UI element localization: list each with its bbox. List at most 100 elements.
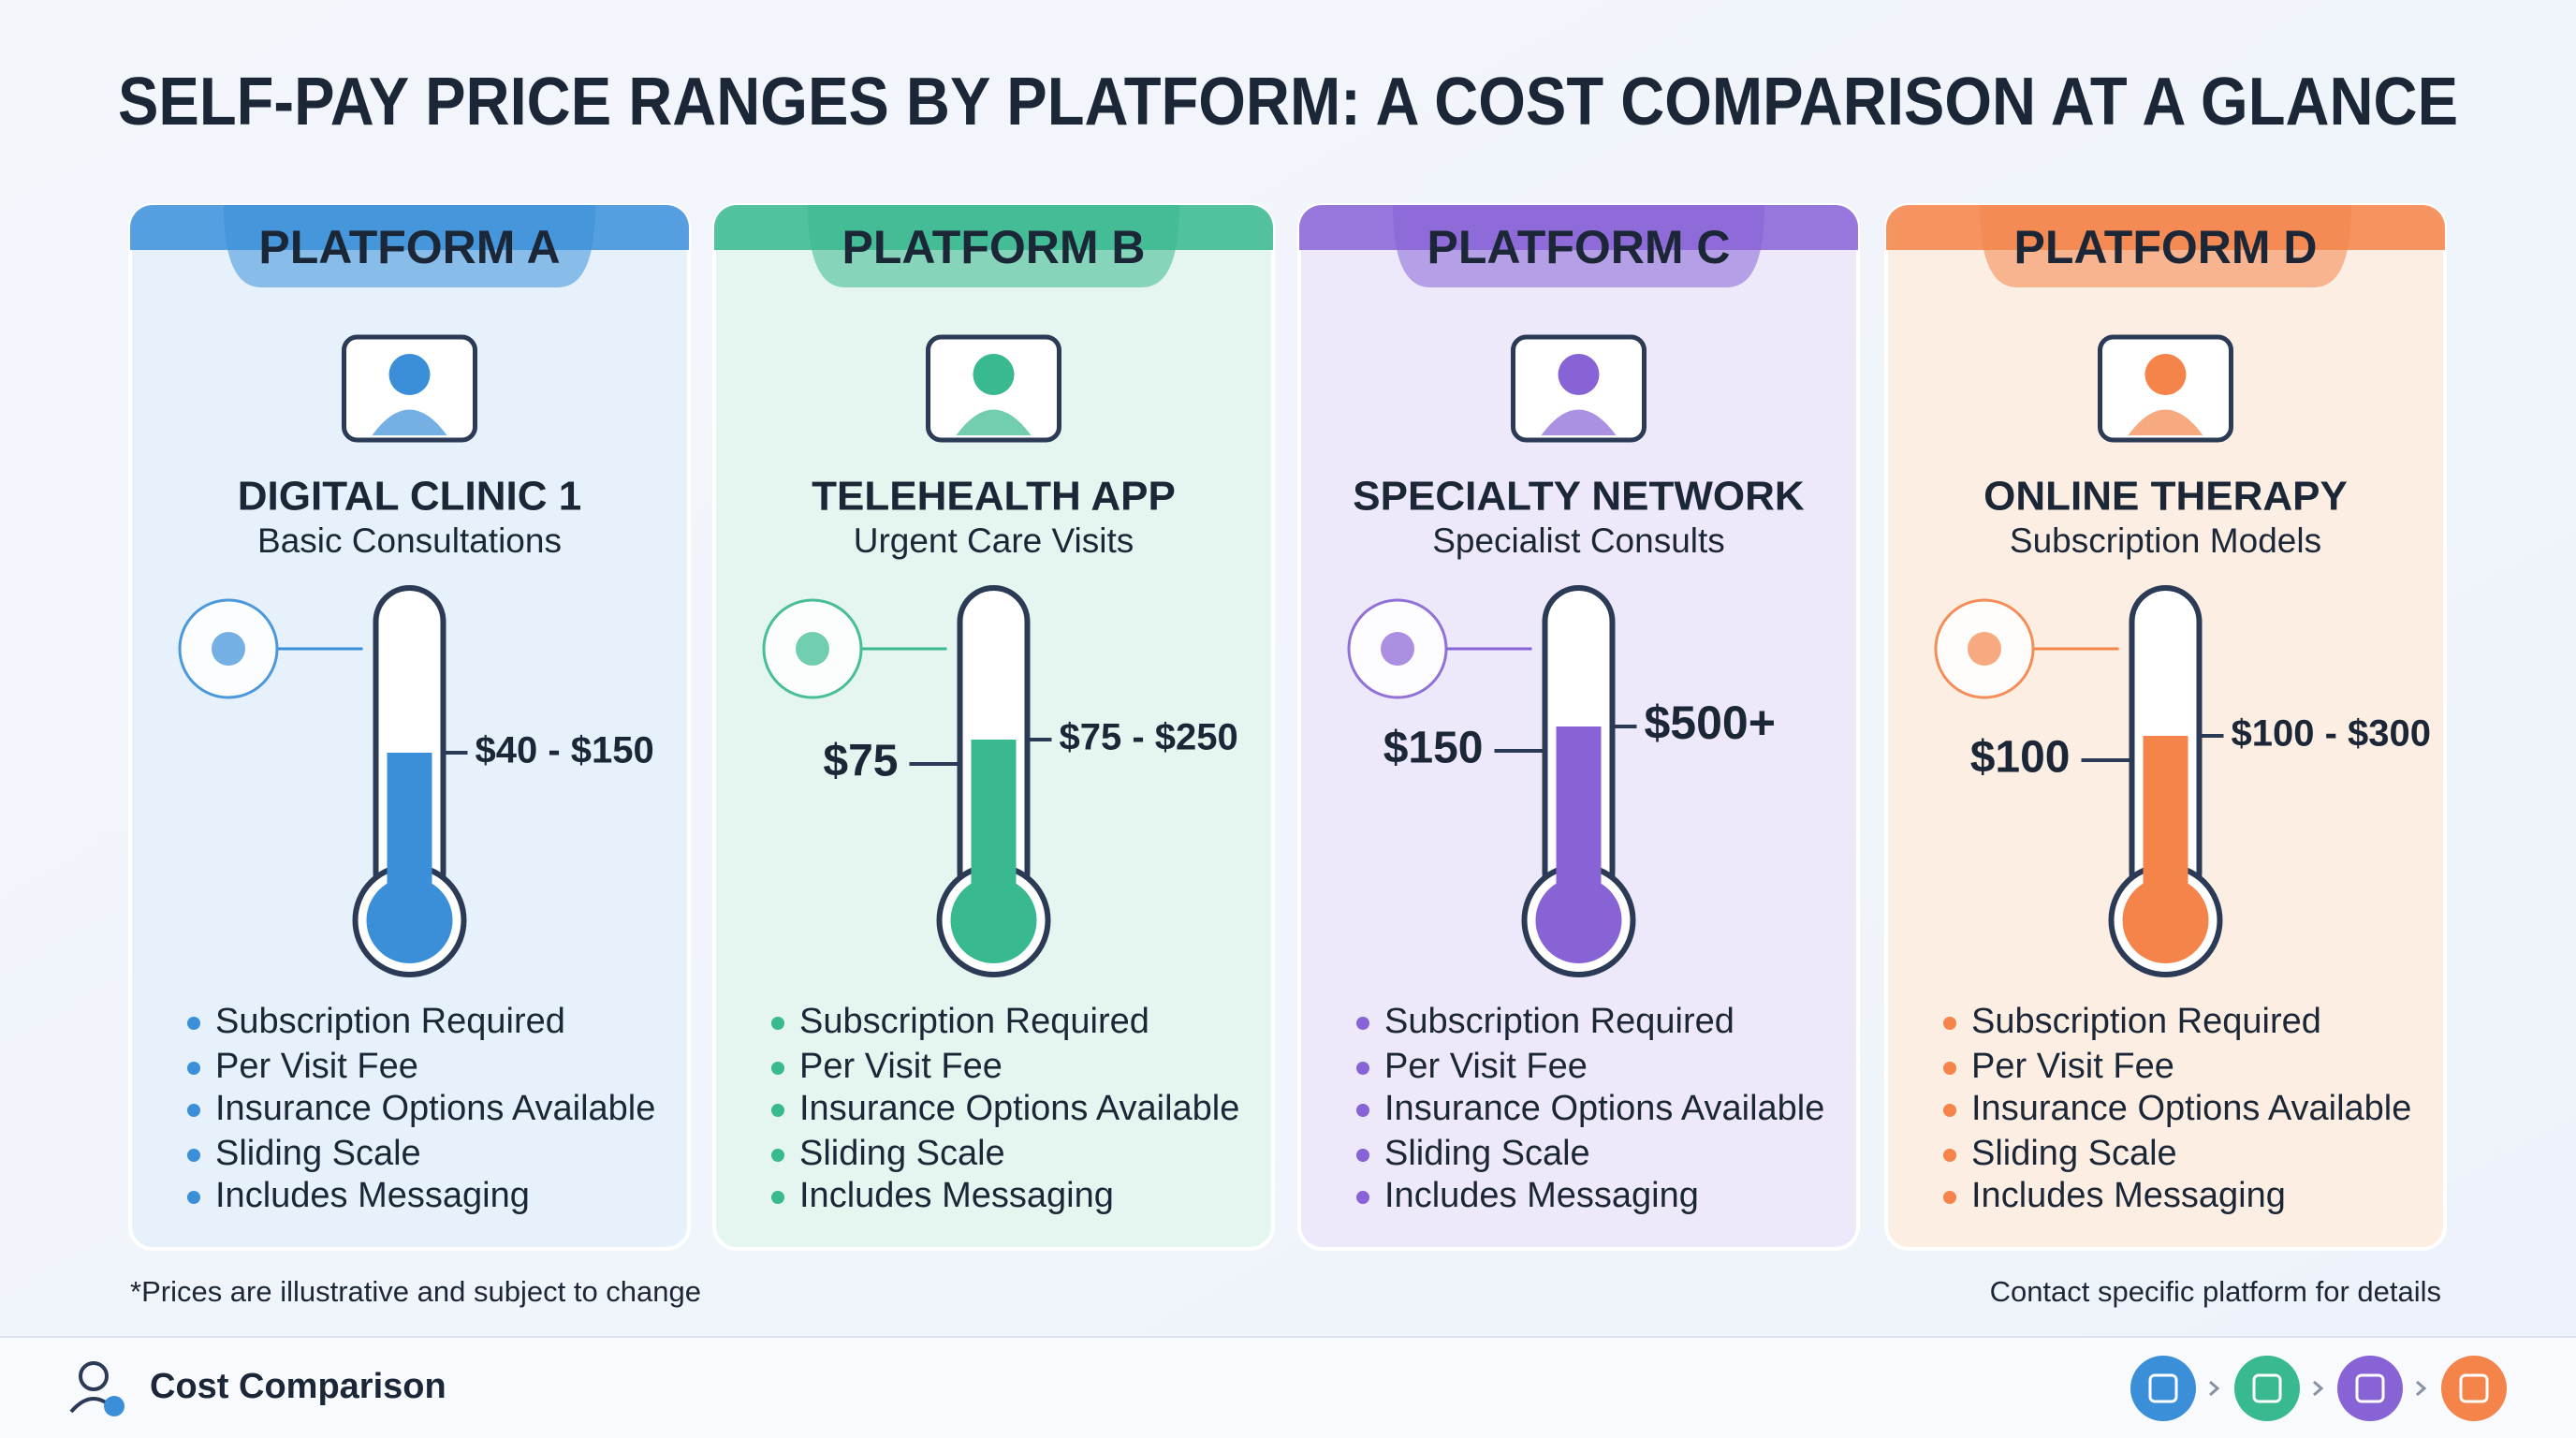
feature-bullet [771,1017,784,1030]
platform-label: PLATFORM D [2013,221,2317,273]
side-icon-dot [212,632,245,666]
footer-nav [2130,1356,2507,1421]
side-icon-dot [796,632,829,666]
feature-item: Insurance Options Available [215,1089,655,1128]
price-low: $100 [1970,733,2071,783]
footer-title: Cost Comparison [150,1367,446,1406]
feature-bullet [1943,1149,1956,1162]
feature-bullet [1356,1062,1369,1075]
page-title: SELF-PAY PRICE RANGES BY PLATFORM: A COS… [118,65,2458,139]
nav-icon [2130,1356,2196,1421]
price-range: $40 - $150 [476,730,654,771]
feature-item: Insurance Options Available [799,1089,1239,1128]
thermo-bulb-fill [2122,877,2209,963]
price-low: $75 [823,737,898,786]
service-name: SPECIALTY NETWORK [1353,474,1805,520]
nav-arrow [2209,1380,2220,1397]
feature-bullet [1943,1104,1956,1117]
thermometer [352,585,468,977]
feature-bullet [1943,1062,1956,1075]
feature-bullet [187,1104,200,1117]
header-tab [1393,205,1764,287]
price-range: $100 - $300 [2232,713,2432,755]
service-name: TELEHEALTH APP [812,474,1176,520]
feature-bullet [1356,1191,1369,1204]
thermometer [909,585,1052,977]
feature-bullet [1356,1104,1369,1117]
service-subtitle: Basic Consultations [257,521,562,560]
thermometer [1494,585,1637,977]
footer-icon [69,1361,124,1416]
feature-item: Subscription Required [1971,1002,2321,1041]
platform-icon [926,334,1061,443]
nav-glyph [2355,1373,2385,1403]
service-name: DIGITAL CLINIC 1 [238,474,582,520]
note-right: Contact specific platform for details [1990,1275,2441,1308]
nav-arrow [2313,1380,2324,1397]
icon-head [1558,354,1600,395]
feature-bullet [1356,1017,1369,1030]
feature-bullet [771,1062,784,1075]
icon-head [973,354,1015,395]
nav-glyph [2148,1373,2178,1403]
nav-icon [2441,1356,2507,1421]
feature-item: Includes Messaging [799,1176,1114,1215]
feature-item: Per Visit Fee [215,1047,418,1086]
header-tab [1980,205,2351,287]
service-name: ONLINE THERAPY [1983,474,2348,520]
price-range: $75 - $250 [1060,717,1238,758]
feature-bullet [771,1191,784,1204]
price-range: $500+ [1645,697,1776,749]
feature-bullet [187,1149,200,1162]
platform-label: PLATFORM C [1427,221,1730,273]
note-left: *Prices are illustrative and subject to … [130,1275,701,1308]
nav-icon [2337,1356,2403,1421]
feature-item: Includes Messaging [1971,1176,2286,1215]
side-icon-dot [1968,632,2001,666]
nav-glyph [2459,1373,2489,1403]
feature-bullet [771,1104,784,1117]
feature-item: Subscription Required [1384,1002,1734,1041]
feature-bullet [187,1062,200,1075]
icon-body [372,409,447,435]
feature-item: Insurance Options Available [1384,1089,1824,1128]
nav-arrow [2416,1380,2427,1397]
platform-label: PLATFORM A [258,221,560,273]
service-subtitle: Specialist Consults [1432,521,1725,560]
nav-icon [2234,1356,2300,1421]
thermo-bulb-fill [950,877,1037,963]
platform-icon [1511,334,1647,443]
feature-item: Sliding Scale [799,1134,1005,1173]
service-subtitle: Subscription Models [2010,521,2321,560]
header-tab [224,205,595,287]
feature-bullet [1943,1191,1956,1204]
service-subtitle: Urgent Care Visits [854,521,1134,560]
icon-head [388,354,431,395]
feature-item: Sliding Scale [215,1134,421,1173]
icon-head [2144,354,2187,395]
feature-item: Subscription Required [215,1002,565,1041]
feature-item: Per Visit Fee [1971,1047,2174,1086]
feature-bullet [187,1017,200,1030]
side-icon-dot [1381,632,1414,666]
thermo-bulb-fill [1535,877,1622,963]
platform-icon [342,334,477,443]
feature-bullet [187,1191,200,1204]
feature-item: Subscription Required [799,1002,1149,1041]
header-tab [808,205,1179,287]
thermo-bulb-fill [366,877,453,963]
icon-body [1541,409,1617,435]
thermometer [2081,585,2224,977]
feature-item: Per Visit Fee [1384,1047,1588,1086]
icon-body [2128,409,2203,435]
nav-glyph [2252,1373,2282,1403]
platform-label: PLATFORM B [842,221,1145,273]
feature-bullet [1943,1017,1956,1030]
feature-item: Insurance Options Available [1971,1089,2411,1128]
price-low: $150 [1383,724,1484,773]
